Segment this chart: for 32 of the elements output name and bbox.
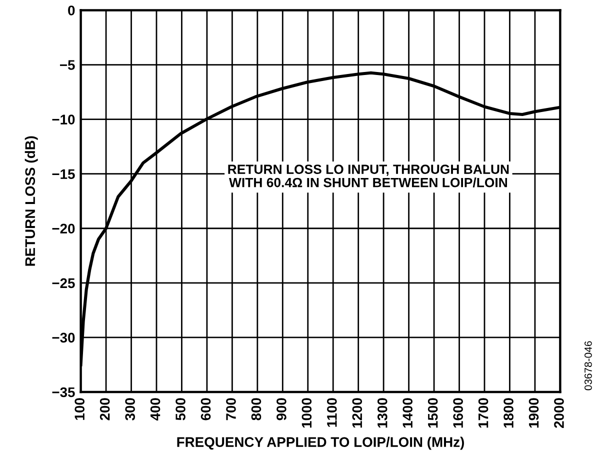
x-tick-label: 800: [251, 398, 262, 420]
x-tick-label: 900: [276, 398, 286, 420]
y-axis-title: RETURN LOSS (dB): [24, 136, 38, 266]
x-tick-label: 1200: [352, 398, 362, 428]
x-tick-label: 2000: [554, 398, 564, 428]
x-tick-label: 1300: [377, 398, 388, 428]
y-tick-label: −30: [52, 332, 75, 343]
y-tick-label: −20: [52, 224, 75, 234]
y-tick-label: −10: [52, 114, 75, 124]
x-tick-label: 1400: [402, 398, 413, 428]
x-tick-label: 500: [176, 398, 186, 420]
x-tick-label: 1100: [327, 398, 337, 427]
x-tick-label: 1900: [528, 398, 539, 428]
x-tick-label: 600: [200, 398, 211, 420]
x-tick-label: 100: [74, 398, 85, 420]
x-tick-label: 1800: [504, 398, 514, 428]
y-tick-label: 0: [68, 6, 75, 16]
x-tick-label: 1700: [478, 398, 488, 428]
y-tick-label: −5: [60, 60, 75, 70]
x-tick-label: 1500: [428, 398, 438, 428]
text: 03678-046: [584, 341, 592, 390]
y-tick-label: −35: [52, 387, 75, 398]
x-tick-label: 700: [226, 398, 236, 420]
x-tick-label: 200: [100, 398, 110, 420]
x-tick-label: 300: [125, 398, 136, 420]
x-tick-label: 1600: [453, 398, 463, 428]
x-tick-label: 1000: [302, 398, 312, 428]
x-axis-title: FREQUENCY APPLIED TO LOIP/LOIN (MHz): [177, 436, 464, 450]
y-tick-label: −15: [52, 169, 75, 180]
y-tick-label: −25: [52, 278, 75, 288]
annotation: RETURN LOSS LO INPUT, THROUGH BALUN WITH 60.4Ω IN SHUNT BETWEEN LOIP/LOIN: [228, 164, 509, 188]
x-tick-label: 400: [150, 398, 160, 421]
